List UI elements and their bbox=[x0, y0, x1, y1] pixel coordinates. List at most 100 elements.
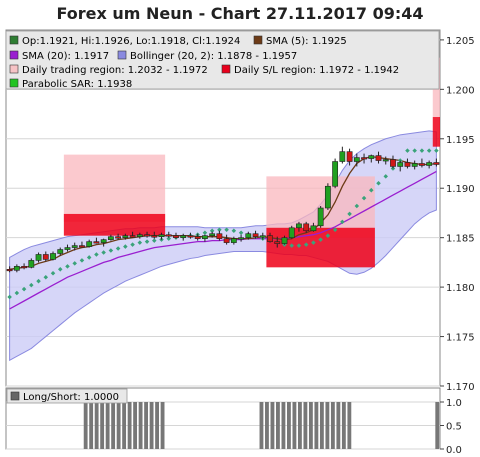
long-short-bar bbox=[265, 402, 269, 449]
candle-body bbox=[6, 269, 13, 272]
long-short-bar bbox=[292, 402, 297, 449]
candle-body bbox=[368, 155, 375, 159]
candle-body bbox=[397, 162, 404, 167]
long-short-bar bbox=[319, 402, 324, 449]
psar-point bbox=[419, 148, 425, 153]
y-tick-label: 1.195 bbox=[446, 135, 475, 146]
candle-body bbox=[144, 234, 150, 237]
candle bbox=[368, 154, 375, 163]
sub-y-tick-label: 1.0 bbox=[446, 398, 462, 409]
candle bbox=[216, 230, 223, 241]
candle-body bbox=[390, 159, 396, 167]
candle-body bbox=[122, 235, 129, 238]
candle-body bbox=[209, 233, 216, 236]
candle-body bbox=[267, 235, 273, 242]
long-short-bar bbox=[341, 402, 346, 449]
y-tick-label: 1.175 bbox=[446, 333, 475, 344]
candle-body bbox=[296, 223, 302, 229]
candle-body bbox=[223, 238, 230, 243]
legend-label: Op:1.1921, Hi:1.1926, Lo:1.1918, Cl:1.19… bbox=[22, 36, 240, 47]
candle bbox=[107, 234, 114, 241]
candle-body bbox=[339, 151, 346, 162]
psar-point bbox=[412, 148, 417, 153]
candle-body bbox=[13, 266, 20, 271]
candle bbox=[419, 158, 425, 168]
candle bbox=[332, 158, 339, 189]
sl-region bbox=[63, 213, 166, 236]
candle-body bbox=[136, 234, 143, 237]
long-short-bar bbox=[281, 402, 286, 449]
candle bbox=[86, 239, 93, 248]
legend-swatch bbox=[221, 64, 231, 74]
long-short-bar bbox=[297, 402, 302, 449]
long-short-bar bbox=[100, 402, 105, 449]
candle bbox=[187, 232, 194, 239]
psar-point bbox=[318, 237, 323, 242]
candle bbox=[79, 241, 85, 248]
long-short-bar bbox=[276, 402, 280, 449]
psar-point bbox=[123, 244, 128, 249]
candle-body bbox=[252, 233, 259, 237]
legend-item: Daily trading region: 1.2032 - 1.1972 bbox=[9, 64, 208, 76]
candle-body bbox=[79, 245, 85, 248]
candle bbox=[324, 183, 331, 210]
candle bbox=[144, 231, 150, 238]
legend-item: Op:1.1921, Hi:1.1926, Lo:1.1918, Cl:1.19… bbox=[9, 35, 240, 47]
candle-body bbox=[230, 238, 237, 243]
psar-point bbox=[376, 181, 381, 186]
candle-body bbox=[332, 161, 339, 187]
legend-item: Daily S/L region: 1.1972 - 1.1942 bbox=[221, 64, 399, 76]
legend-swatch bbox=[9, 35, 19, 45]
legend-swatch bbox=[253, 35, 263, 45]
candle bbox=[361, 153, 367, 164]
candle bbox=[267, 232, 273, 243]
long-short-bar bbox=[155, 402, 159, 449]
candle bbox=[245, 231, 252, 240]
psar-point bbox=[354, 203, 360, 209]
long-short-bar bbox=[259, 402, 264, 449]
candle-body bbox=[353, 157, 360, 162]
psar-point bbox=[289, 243, 294, 248]
candle bbox=[71, 242, 78, 251]
candle bbox=[433, 158, 440, 167]
candle bbox=[303, 221, 310, 233]
candle bbox=[238, 234, 244, 242]
candle-body bbox=[21, 266, 27, 269]
candle bbox=[6, 266, 13, 273]
sl-region bbox=[266, 227, 375, 268]
candle bbox=[202, 234, 208, 242]
legend-swatch bbox=[9, 78, 19, 88]
psar-point bbox=[405, 148, 410, 153]
candle-body bbox=[71, 245, 78, 248]
sub-y-tick-label: 0.5 bbox=[446, 422, 462, 433]
psar-point bbox=[94, 252, 99, 257]
candle bbox=[93, 237, 100, 244]
candle-body bbox=[180, 235, 187, 238]
psar-point bbox=[361, 195, 367, 201]
long-short-bar bbox=[116, 402, 121, 449]
candle bbox=[230, 236, 237, 245]
candle-body bbox=[303, 223, 310, 232]
legend-item: SMA (20): 1.1917 bbox=[9, 50, 109, 62]
long-short-bar bbox=[127, 402, 132, 449]
psar-point bbox=[303, 242, 309, 247]
psar-point bbox=[14, 290, 20, 296]
y-tick-label: 1.170 bbox=[446, 382, 475, 393]
candle-body bbox=[411, 163, 418, 167]
sma20-line bbox=[9, 170, 437, 310]
psar-point bbox=[369, 187, 374, 193]
candle bbox=[209, 231, 216, 238]
candle-body bbox=[375, 155, 382, 161]
psar-point bbox=[434, 148, 439, 153]
candle-body bbox=[165, 234, 172, 237]
sub-y-tick-label: 0.0 bbox=[446, 445, 462, 456]
y-tick-label: 1.190 bbox=[446, 184, 475, 195]
sub-legend-swatch bbox=[10, 391, 20, 401]
candle bbox=[390, 155, 396, 169]
candle bbox=[296, 221, 302, 232]
candle-body bbox=[274, 241, 281, 244]
candle-body bbox=[310, 225, 317, 232]
long-short-bar bbox=[133, 402, 138, 449]
sl-region bbox=[432, 117, 440, 147]
legend-label: Daily S/L region: 1.1972 - 1.1942 bbox=[234, 65, 399, 76]
